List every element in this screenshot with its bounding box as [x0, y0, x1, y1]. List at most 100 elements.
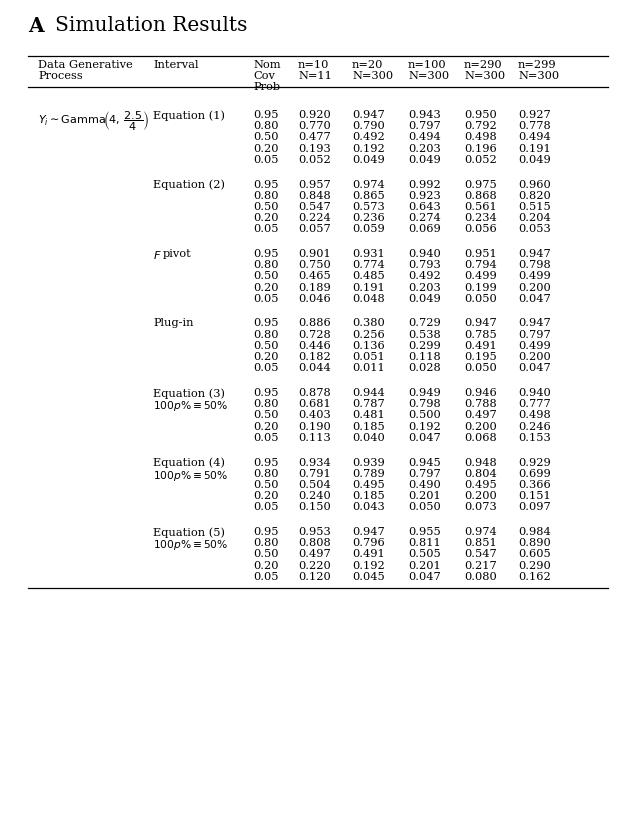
- Text: 0.923: 0.923: [408, 191, 441, 201]
- Text: 0.848: 0.848: [298, 191, 331, 201]
- Text: 0.944: 0.944: [352, 388, 385, 398]
- Text: Process: Process: [38, 71, 83, 81]
- Text: 0.192: 0.192: [408, 421, 441, 431]
- Text: $100p\%\equiv 50\%$: $100p\%\equiv 50\%$: [153, 538, 228, 553]
- Text: 0.256: 0.256: [352, 329, 385, 339]
- Text: 0.193: 0.193: [298, 144, 331, 154]
- Text: 0.728: 0.728: [298, 329, 331, 339]
- Text: 0.957: 0.957: [298, 180, 331, 190]
- Text: $100p\%\equiv 50\%$: $100p\%\equiv 50\%$: [153, 469, 228, 482]
- Text: 0.984: 0.984: [518, 527, 551, 537]
- Text: 0.050: 0.050: [464, 364, 497, 374]
- Text: 0.053: 0.053: [518, 224, 551, 234]
- Text: 0.929: 0.929: [518, 457, 551, 467]
- Text: 0.044: 0.044: [298, 364, 331, 374]
- Text: 0.953: 0.953: [298, 527, 331, 537]
- Text: 0.199: 0.199: [464, 283, 497, 293]
- Text: 0.200: 0.200: [464, 421, 497, 431]
- Text: 0.485: 0.485: [352, 272, 385, 282]
- Text: 0.057: 0.057: [298, 224, 331, 234]
- Text: 0.699: 0.699: [518, 469, 551, 479]
- Text: 0.465: 0.465: [298, 272, 331, 282]
- Text: A: A: [28, 16, 44, 36]
- Text: 0.151: 0.151: [518, 491, 551, 501]
- Text: 0.494: 0.494: [408, 132, 441, 142]
- Text: $Y_i \sim \mathrm{Gamma}\!\left(4,\,\dfrac{2.5}{4}\right)$: $Y_i \sim \mathrm{Gamma}\!\left(4,\,\dfr…: [38, 110, 149, 134]
- Text: 0.366: 0.366: [518, 480, 551, 490]
- Text: 0.789: 0.789: [352, 469, 385, 479]
- Text: 0.236: 0.236: [352, 213, 385, 223]
- Text: 0.500: 0.500: [408, 410, 441, 421]
- Text: 0.189: 0.189: [298, 283, 331, 293]
- Text: 0.940: 0.940: [518, 388, 551, 398]
- Text: 0.05: 0.05: [253, 293, 278, 303]
- Text: 0.494: 0.494: [518, 132, 551, 142]
- Text: 0.120: 0.120: [298, 572, 331, 582]
- Text: Nom: Nom: [253, 60, 280, 70]
- Text: 0.927: 0.927: [518, 110, 551, 120]
- Text: N=300: N=300: [464, 71, 505, 81]
- Text: 0.886: 0.886: [298, 319, 331, 329]
- Text: 0.492: 0.492: [408, 272, 441, 282]
- Text: 0.797: 0.797: [408, 121, 441, 131]
- Text: 0.974: 0.974: [464, 527, 497, 537]
- Text: 0.049: 0.049: [518, 155, 551, 165]
- Text: 0.931: 0.931: [352, 249, 385, 259]
- Text: 0.481: 0.481: [352, 410, 385, 421]
- Text: 0.947: 0.947: [352, 110, 385, 120]
- Text: 0.95: 0.95: [253, 388, 278, 398]
- Text: 0.547: 0.547: [464, 549, 497, 559]
- Text: 0.934: 0.934: [298, 457, 331, 467]
- Text: 0.95: 0.95: [253, 110, 278, 120]
- Text: 0.028: 0.028: [408, 364, 441, 374]
- Text: 0.050: 0.050: [408, 502, 441, 512]
- Text: 0.045: 0.045: [352, 572, 385, 582]
- Text: 0.05: 0.05: [253, 502, 278, 512]
- Text: 0.798: 0.798: [518, 260, 551, 270]
- Text: 0.201: 0.201: [408, 491, 441, 501]
- Text: 0.052: 0.052: [464, 155, 497, 165]
- Text: 0.50: 0.50: [253, 410, 278, 421]
- Text: 0.499: 0.499: [464, 272, 497, 282]
- Text: 0.240: 0.240: [298, 491, 331, 501]
- Text: 0.808: 0.808: [298, 538, 331, 548]
- Text: 0.948: 0.948: [464, 457, 497, 467]
- Text: 0.046: 0.046: [298, 293, 331, 303]
- Text: 0.118: 0.118: [408, 352, 441, 362]
- Text: 0.943: 0.943: [408, 110, 441, 120]
- Text: 0.95: 0.95: [253, 457, 278, 467]
- Text: 0.190: 0.190: [298, 421, 331, 431]
- Text: Equation (2): Equation (2): [153, 180, 225, 190]
- Text: 0.890: 0.890: [518, 538, 551, 548]
- Text: 0.811: 0.811: [408, 538, 441, 548]
- Text: 0.95: 0.95: [253, 319, 278, 329]
- Text: 0.798: 0.798: [408, 400, 441, 409]
- Text: 0.290: 0.290: [518, 561, 551, 571]
- Text: 0.790: 0.790: [352, 121, 385, 131]
- Text: 0.150: 0.150: [298, 502, 331, 512]
- Text: 0.491: 0.491: [352, 549, 385, 559]
- Text: 0.047: 0.047: [518, 293, 551, 303]
- Text: 0.497: 0.497: [298, 549, 331, 559]
- Text: 0.80: 0.80: [253, 469, 278, 479]
- Text: 0.80: 0.80: [253, 400, 278, 409]
- Text: 0.203: 0.203: [408, 144, 441, 154]
- Text: 0.05: 0.05: [253, 155, 278, 165]
- Text: 0.50: 0.50: [253, 202, 278, 212]
- Text: 0.95: 0.95: [253, 180, 278, 190]
- Text: 0.80: 0.80: [253, 538, 278, 548]
- Text: n=290: n=290: [464, 60, 502, 70]
- Text: 0.477: 0.477: [298, 132, 331, 142]
- Text: 0.200: 0.200: [518, 283, 551, 293]
- Text: 0.185: 0.185: [352, 421, 385, 431]
- Text: 0.136: 0.136: [352, 341, 385, 351]
- Text: 0.299: 0.299: [408, 341, 441, 351]
- Text: 0.499: 0.499: [518, 272, 551, 282]
- Text: 0.947: 0.947: [518, 249, 551, 259]
- Text: 0.153: 0.153: [518, 433, 551, 443]
- Text: 0.946: 0.946: [464, 388, 497, 398]
- Text: 0.203: 0.203: [408, 283, 441, 293]
- Text: 0.643: 0.643: [408, 202, 441, 212]
- Text: 0.992: 0.992: [408, 180, 441, 190]
- Text: 0.901: 0.901: [298, 249, 331, 259]
